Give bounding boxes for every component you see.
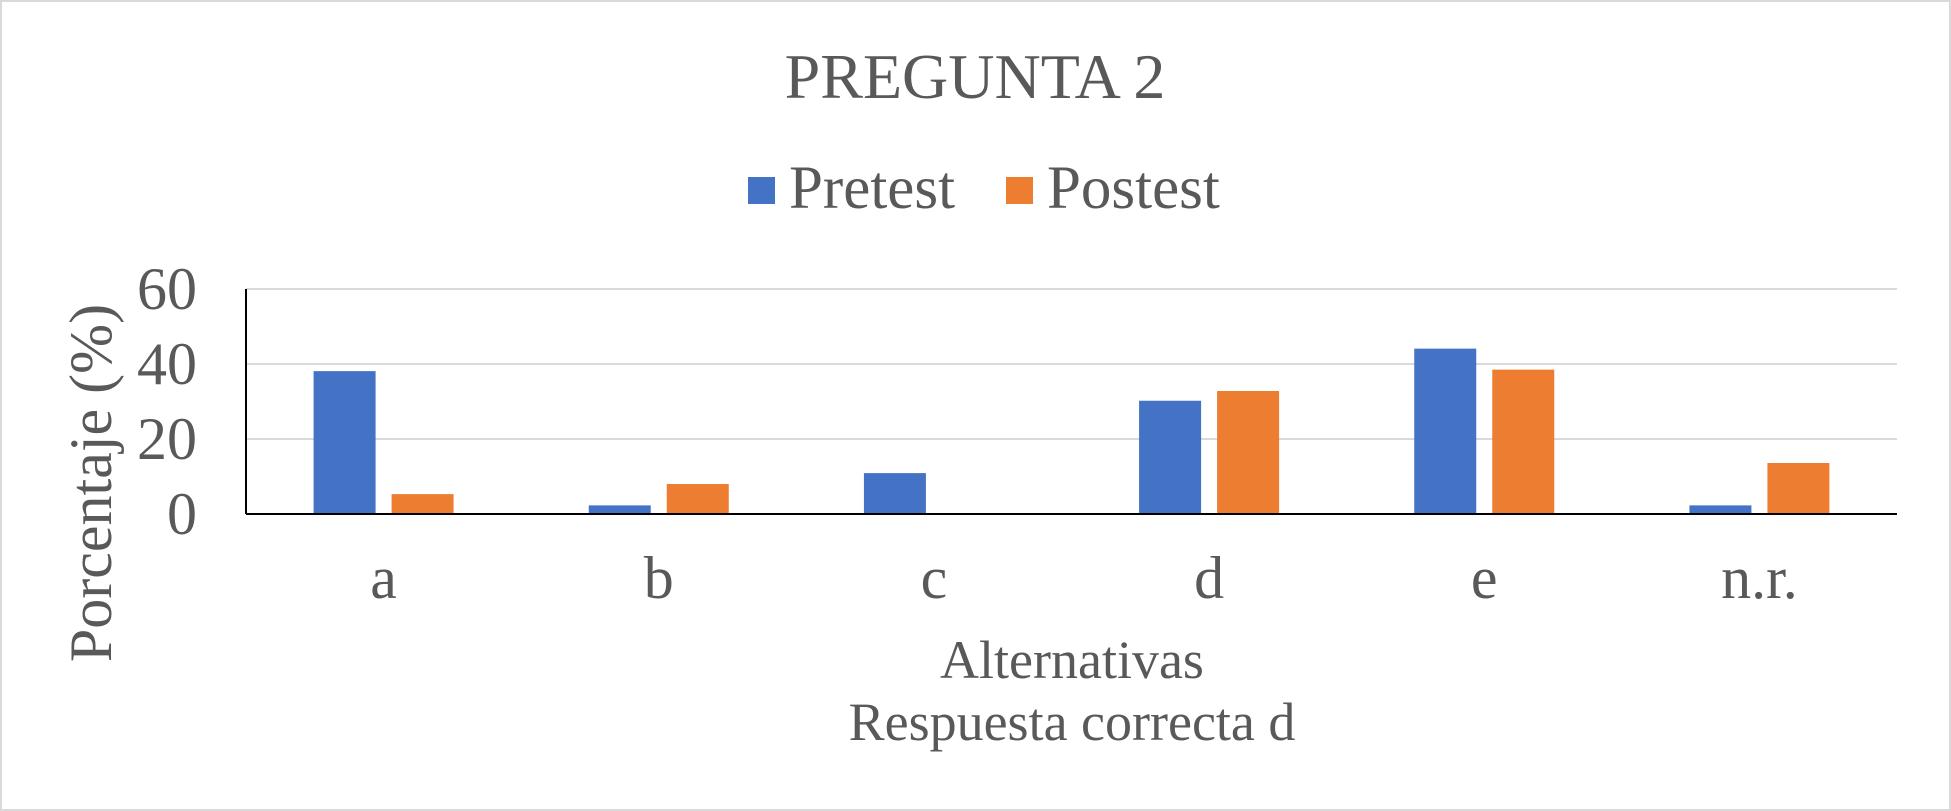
- y-axis-title: Porcentaje (%): [58, 304, 124, 662]
- x-tick-label: c: [921, 545, 948, 611]
- bar-pretest-nr: [1689, 505, 1752, 514]
- bar-pretest-a: [313, 371, 376, 514]
- x-tick-label: n.r.: [1721, 545, 1798, 611]
- legend-item-postest: Postest: [1006, 155, 1220, 222]
- x-axis-note: Respuesta correcta d: [849, 692, 1296, 752]
- bar-pretest-e: [1414, 348, 1477, 514]
- legend-swatch-postest: [1006, 177, 1033, 204]
- gridlines: [246, 288, 1897, 440]
- x-tick-labels: a b c d e n.r.: [370, 545, 1797, 611]
- legend-item-pretest: Pretest: [748, 155, 955, 222]
- legend-label-postest: Postest: [1047, 155, 1220, 222]
- y-tick-label: 0: [167, 481, 197, 547]
- legend-label-pretest: Pretest: [789, 155, 955, 222]
- bars: [313, 348, 1830, 514]
- bar-pretest-d: [1139, 400, 1202, 514]
- x-tick-label: d: [1194, 545, 1224, 611]
- x-tick-label: e: [1471, 545, 1498, 611]
- legend-swatch-pretest: [748, 177, 775, 204]
- chart-title: PREGUNTA 2: [785, 41, 1166, 112]
- bar-postest-a: [391, 494, 454, 514]
- x-axis-title: Alternativas: [940, 630, 1204, 690]
- y-tick-labels: 0 20 40 60: [137, 256, 197, 547]
- y-tick-label: 40: [137, 331, 197, 397]
- bar-postest-b: [666, 484, 729, 514]
- axes: [245, 289, 1897, 515]
- bar-postest-d: [1217, 391, 1280, 514]
- bar-postest-nr: [1767, 463, 1830, 514]
- y-tick-label: 20: [137, 406, 197, 472]
- bar-postest-e: [1492, 369, 1555, 514]
- legend: Pretest Postest: [748, 155, 1220, 222]
- bar-pretest-c: [863, 473, 926, 514]
- x-tick-label: a: [370, 545, 397, 611]
- x-tick-label: b: [644, 545, 674, 611]
- bar-pretest-b: [588, 505, 651, 514]
- y-tick-label: 60: [137, 256, 197, 322]
